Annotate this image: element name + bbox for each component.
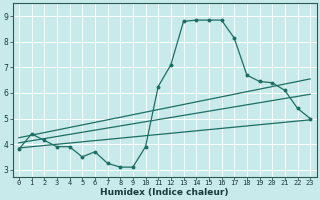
X-axis label: Humidex (Indice chaleur): Humidex (Indice chaleur) xyxy=(100,188,229,197)
